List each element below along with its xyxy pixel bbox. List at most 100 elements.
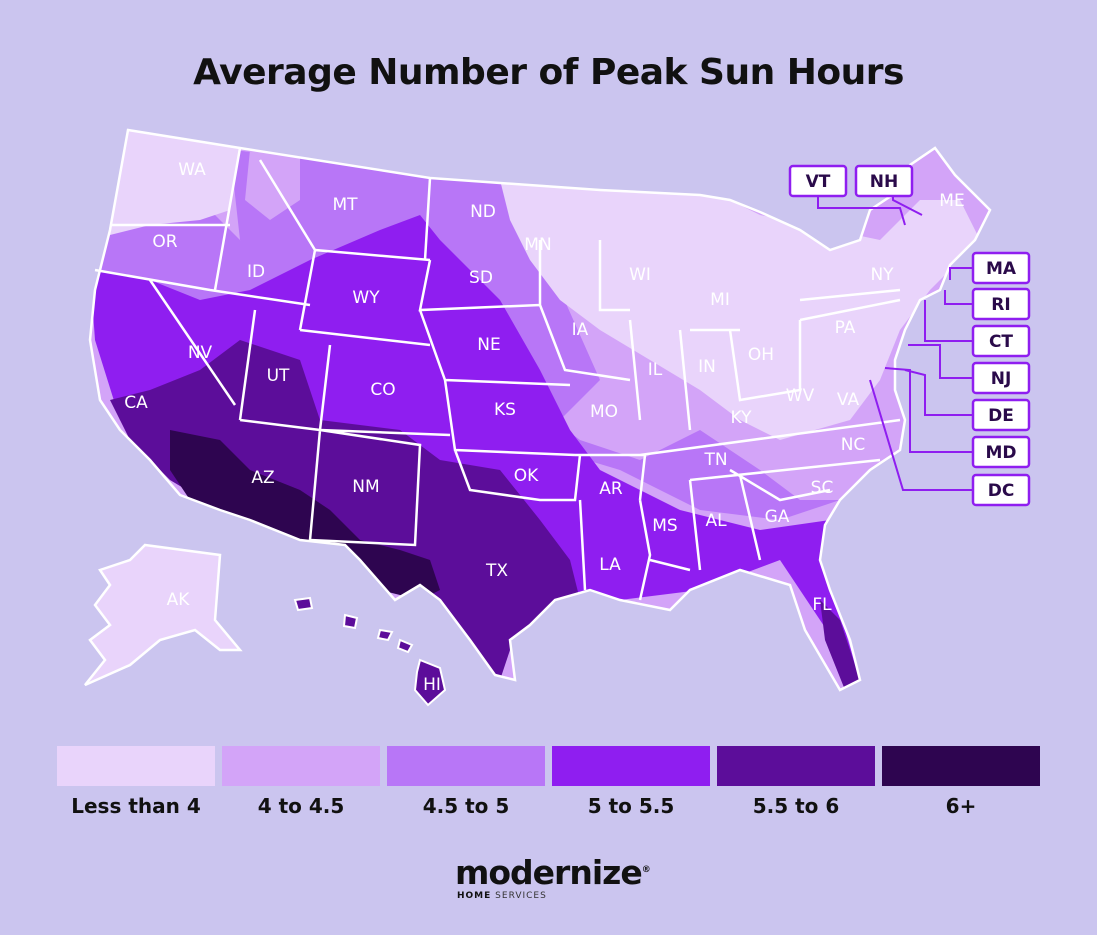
legend-swatch (222, 746, 380, 786)
state-label-tn: TN (703, 450, 727, 470)
state-label-mo: MO (590, 402, 618, 422)
zone-5-5-to-6-fl (820, 600, 860, 690)
callout-label: DC (988, 481, 1015, 501)
state-label-nm: NM (352, 477, 379, 497)
legend-swatch (57, 746, 215, 786)
callout-box (971, 473, 1031, 507)
logo-sub-bold: HOME (457, 891, 492, 901)
state-label-wv: WV (786, 386, 815, 406)
callout-line (944, 290, 973, 305)
state-label-co: CO (370, 380, 395, 400)
legend-item: Less than 4 (57, 746, 215, 818)
state-label-ca: CA (124, 393, 148, 413)
map-title: Average Number of Peak Sun Hours (193, 52, 904, 93)
zone-5-to-5-5 (90, 215, 900, 680)
callout-label: RI (991, 295, 1010, 315)
logo-name: moderniz (455, 853, 621, 892)
state-label-oh: OH (748, 345, 774, 365)
brand-logo: modernize® HOME SERVICES (455, 852, 651, 902)
zone-lt4-northeast (500, 180, 980, 440)
state-label-al: AL (705, 511, 727, 531)
state-label-mn: MN (524, 235, 551, 255)
state-label-nd: ND (470, 202, 496, 222)
callout-line (869, 379, 973, 491)
state-label-il: IL (648, 360, 663, 380)
legend-label: 4.5 to 5 (422, 794, 510, 818)
callout-line (892, 196, 923, 216)
legend-item: 4 to 4.5 (222, 746, 380, 818)
state-label-va: VA (837, 390, 860, 410)
state-label-ms: MS (652, 516, 677, 536)
legend-label: 5.5 to 6 (752, 794, 840, 818)
callout-box (971, 324, 1031, 358)
hawaii-shape (293, 596, 447, 707)
state-label-az: AZ (251, 468, 274, 488)
legend-swatch (717, 746, 875, 786)
state-labels: WA OR CA ID NV MT WY UT AZ CO NM ND SD NE KS OK TX MN IA MO… (124, 160, 964, 695)
legend-item: 6+ (882, 746, 1040, 818)
state-label-mi: MI (710, 290, 730, 310)
legend-item: 5.5 to 6 (717, 746, 875, 818)
state-label-ga: GA (765, 507, 790, 527)
callout-box (971, 398, 1031, 432)
state-label-ky: KY (731, 408, 753, 428)
state-label-wy: WY (352, 288, 380, 308)
legend-swatch (387, 746, 545, 786)
logo-sub: SERVICES (495, 891, 547, 901)
state-label-ak: AK (167, 590, 191, 610)
callout-ma: MA (949, 251, 1031, 285)
state-label-wi: WI (629, 265, 651, 285)
state-label-sd: SD (469, 268, 493, 288)
legend-swatch (552, 746, 710, 786)
logo-suffix: e (620, 853, 642, 892)
state-label-id: ID (247, 262, 265, 282)
callout-box (971, 251, 1031, 285)
callout-label: DE (988, 406, 1014, 426)
callout-de: DE (904, 369, 1031, 432)
state-label-me: ME (939, 191, 964, 211)
state-label-in: IN (698, 357, 716, 377)
state-label-tx: TX (485, 561, 508, 581)
state-label-pa: PA (835, 318, 856, 338)
callout-ri: RI (944, 287, 1031, 321)
zone-lt4-wa (100, 130, 240, 235)
state-borders (88, 128, 992, 692)
callout-label: MA (986, 259, 1017, 279)
legend-label: 6+ (945, 794, 977, 818)
state-label-wa: WA (178, 160, 206, 180)
callout-label: MD (985, 443, 1016, 463)
state-label-ar: AR (599, 479, 623, 499)
state-label-hi: HI (423, 675, 441, 695)
state-label-ny: NY (870, 265, 894, 285)
callout-line (949, 267, 973, 280)
callout-box (971, 287, 1031, 321)
northeast-callouts: VT NH MA RI CT NJ DE MD DC (788, 164, 1031, 507)
legend-item: 4.5 to 5 (387, 746, 545, 818)
state-label-or: OR (152, 232, 177, 252)
callout-ct: CT (924, 300, 1031, 358)
us-sun-hours-map: WA OR CA ID NV MT WY UT AZ CO NM ND SD NE KS OK TX MN IA MO… (84, 128, 1031, 707)
alaska-shape (84, 543, 243, 687)
callout-label: VT (806, 172, 831, 192)
legend-label: 4 to 4.5 (257, 794, 345, 818)
legend-swatch (882, 746, 1040, 786)
state-label-ut: UT (267, 366, 290, 386)
callout-box (971, 435, 1031, 469)
callout-label: CT (989, 332, 1013, 352)
state-label-ia: IA (572, 320, 589, 340)
state-label-ne: NE (477, 335, 500, 355)
state-label-ks: KS (494, 400, 516, 420)
callout-line (884, 367, 973, 453)
callout-nh: NH (854, 164, 923, 216)
state-label-fl: FL (812, 595, 832, 615)
state-label-mt: MT (332, 195, 358, 215)
state-label-sc: SC (811, 478, 834, 498)
callout-label: NJ (991, 369, 1012, 389)
zone-6-plus (170, 430, 440, 600)
logo-registered: ® (641, 865, 651, 875)
callout-line (904, 369, 973, 416)
legend: Less than 4 4 to 4.5 4.5 to 5 5 to 5.5 5.5 t… (57, 746, 1041, 836)
callout-md: MD (884, 367, 1031, 469)
callout-line (817, 196, 906, 226)
callout-box (788, 164, 848, 198)
